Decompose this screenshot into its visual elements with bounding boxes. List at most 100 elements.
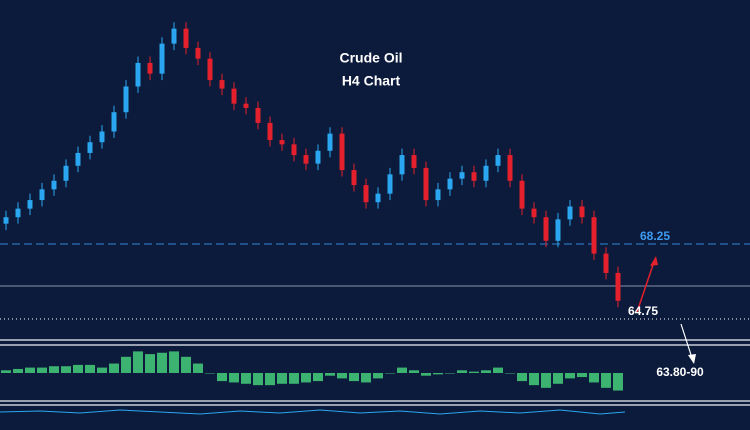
candle-body (231, 88, 237, 104)
candle-body (15, 208, 21, 218)
level-label: 68.25 (640, 229, 670, 243)
indicator-bar (361, 373, 371, 383)
arrow-head (688, 354, 696, 364)
indicator-bar (289, 373, 299, 384)
candle-body (483, 165, 489, 181)
indicator-bar (469, 371, 479, 373)
indicator-bar (85, 364, 95, 373)
candle-body (603, 253, 609, 273)
indicator-bar (325, 373, 335, 376)
candle-body (531, 208, 537, 218)
candle-body (579, 206, 585, 218)
candle-body (291, 144, 297, 156)
candle-body (447, 178, 453, 190)
indicator-bar (397, 367, 407, 373)
indicator-bar (13, 368, 23, 373)
candle-body (327, 133, 333, 151)
candle-body (159, 43, 165, 74)
indicator-bar (337, 373, 347, 379)
candle-body (459, 172, 465, 179)
candle-body (87, 142, 93, 153)
candle-body (555, 219, 561, 241)
arrow-head (650, 256, 658, 266)
candle-body (411, 155, 417, 168)
indicator-bar (553, 373, 563, 384)
candle-body (207, 58, 213, 81)
arrow (636, 261, 655, 313)
indicator-bar (25, 367, 35, 373)
indicator-bar (241, 373, 251, 384)
candle-body (315, 150, 321, 164)
indicator-bar (73, 364, 83, 373)
candle-body (99, 131, 105, 143)
chart-title: Crude Oil (339, 50, 402, 66)
candle-body (171, 28, 177, 44)
indicator-bar (385, 373, 395, 374)
level-label: 64.75 (628, 304, 658, 318)
chart-subtitle: H4 Chart (342, 73, 401, 89)
candle-body (495, 155, 501, 166)
indicator-bar (373, 373, 383, 379)
indicator-bar (145, 354, 155, 373)
candle-body (51, 180, 57, 190)
indicator-bar (421, 373, 431, 376)
indicator-bar (433, 373, 443, 375)
candle-body (591, 217, 597, 254)
indicator-bar (265, 373, 275, 386)
candle-body (387, 174, 393, 194)
indicator-bar (49, 366, 59, 373)
sub-indicator-line (0, 409, 626, 415)
candle-body (615, 272, 621, 301)
indicator-bar (457, 370, 467, 373)
candle-body (471, 172, 477, 181)
candle-body (219, 80, 225, 89)
indicator-bar (133, 351, 143, 373)
candle-body (195, 47, 201, 59)
indicator-bar (577, 373, 587, 378)
candle-body (507, 155, 513, 181)
candle-body (39, 189, 45, 201)
candle-body (255, 107, 261, 123)
indicator-bar (181, 356, 191, 373)
indicator-bar (601, 373, 611, 388)
indicator-bar (205, 373, 215, 374)
candle-body (519, 180, 525, 209)
candle-body (3, 217, 9, 224)
indicator-bar (277, 373, 287, 384)
indicator-bar (109, 363, 119, 373)
candle-body (435, 189, 441, 201)
indicator-bar (589, 373, 599, 383)
candle-body (303, 155, 309, 164)
indicator-bar (493, 367, 503, 373)
candle-body (123, 86, 129, 113)
indicator-bar (61, 366, 71, 373)
indicator-bar (541, 373, 551, 388)
indicator-bar (121, 356, 131, 373)
candle-body (267, 122, 273, 141)
candle-body (363, 185, 369, 203)
indicator-bar (253, 373, 263, 386)
indicator-bar (229, 373, 239, 383)
candle-body (567, 206, 573, 220)
indicator-bar (613, 373, 623, 391)
candle-body (27, 200, 33, 209)
candle-body (135, 62, 141, 87)
candle-body (423, 167, 429, 201)
indicator-bar (349, 373, 359, 382)
indicator-bar (97, 367, 107, 373)
arrow (680, 323, 693, 359)
candle-body (63, 165, 69, 181)
candle-body (147, 62, 153, 74)
indicator-bar (409, 370, 419, 373)
candle-body (75, 152, 81, 166)
candle-body (279, 140, 285, 145)
indicator-bar (481, 370, 491, 373)
indicator-bar (529, 373, 539, 386)
candle-body (339, 133, 345, 171)
candle-body (111, 112, 117, 132)
indicator-bar (37, 367, 47, 373)
candle-body (243, 103, 249, 108)
indicator-bar (313, 373, 323, 382)
indicator-bar (157, 352, 167, 373)
